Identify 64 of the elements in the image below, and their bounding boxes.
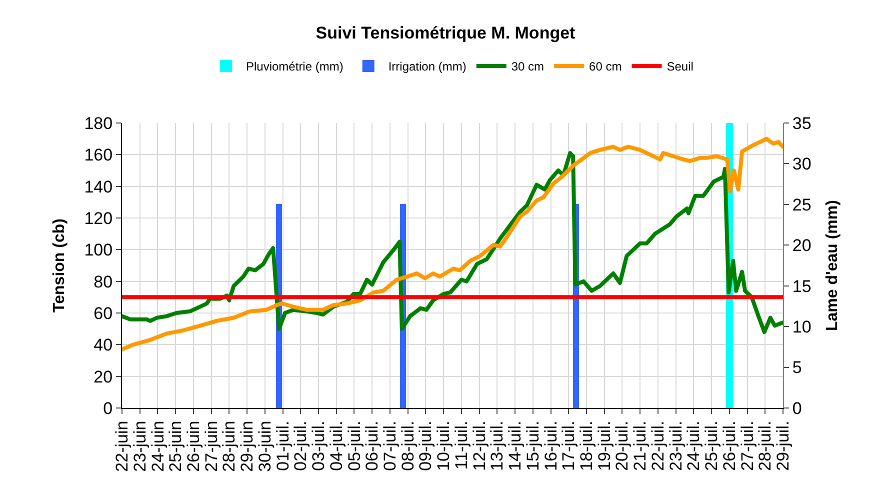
- x-tick-label: 21-juil.: [630, 420, 650, 471]
- x-tick-label: 03-juil.: [309, 420, 328, 471]
- x-tick-label: 22-juin: [112, 420, 132, 472]
- y2-tick-label: 10: [792, 318, 812, 337]
- legend-label: Irrigation (mm): [388, 60, 466, 74]
- x-tick-label: 16-juil.: [541, 420, 560, 471]
- x-tick-label: 02-juil.: [291, 420, 310, 471]
- x-tick-label: 10-juil.: [434, 420, 454, 471]
- x-tick-label: 29-juin: [238, 420, 257, 472]
- x-tick-label: 28-juil.: [756, 420, 775, 471]
- x-tick-label: 30-juin: [255, 420, 274, 472]
- y-tick-label: 120: [84, 208, 113, 228]
- x-tick-label: 08-juil.: [398, 420, 418, 471]
- x-tick-label: 25-juil.: [702, 420, 722, 471]
- y2-tick-label: 5: [792, 358, 802, 378]
- legend-label: 30 cm: [511, 60, 544, 74]
- x-tick-label: 04-juil.: [326, 420, 346, 471]
- x-tick-label: 27-juin: [202, 420, 221, 472]
- y-tick-label: 80: [94, 272, 113, 292]
- legend-label: Pluviométrie (mm): [246, 60, 344, 74]
- x-tick-label: 18-juil.: [577, 420, 596, 471]
- x-tick-label: 24-juin: [148, 420, 168, 472]
- legend-label: 60 cm: [589, 60, 622, 74]
- x-tick-label: 06-juil.: [362, 420, 382, 471]
- y2-tick-label: 20: [792, 236, 812, 256]
- chart-title: Suivi Tensiométrique M. Monget: [316, 24, 576, 43]
- x-tick-label: 27-juil.: [738, 420, 757, 471]
- x-tick-label: 29-juil.: [774, 420, 793, 471]
- y-tick-label: 140: [84, 177, 113, 196]
- y-tick-label: 60: [94, 304, 113, 323]
- y2-tick-label: 35: [792, 114, 812, 133]
- x-tick-label: 22-juil.: [648, 420, 668, 471]
- x-tick-label: 17-juil.: [559, 420, 578, 471]
- x-tick-label: 26-juil.: [720, 420, 739, 471]
- x-tick-label: 24-juil.: [684, 420, 704, 471]
- y2-tick-label: 0: [792, 398, 802, 418]
- x-tick-label: 07-juil.: [380, 420, 400, 471]
- y2-tick-label: 25: [792, 195, 812, 214]
- y-axis-title: Tension (cb): [51, 218, 68, 312]
- y-tick-label: 180: [84, 114, 113, 133]
- y2-axis-title: Lame d'eau (mm): [824, 200, 842, 331]
- x-tick-label: 09-juil.: [416, 420, 436, 471]
- x-tick-label: 01-juil.: [273, 420, 292, 471]
- x-tick-label: 12-juil.: [470, 420, 489, 471]
- x-tick-label: 15-juil.: [523, 420, 542, 471]
- y-tick-label: 40: [94, 336, 113, 355]
- x-tick-label: 23-juin: [130, 420, 150, 472]
- x-tick-label: 13-juil.: [488, 420, 507, 471]
- x-tick-label: 28-juin: [220, 420, 239, 472]
- x-tick-label: 11-juil.: [452, 420, 471, 470]
- y2-tick-label: 30: [792, 154, 812, 174]
- y-tick-label: 0: [103, 398, 113, 418]
- y-tick-label: 100: [84, 240, 113, 260]
- x-tick-label: 19-juil.: [594, 420, 614, 471]
- y-tick-label: 20: [94, 367, 113, 386]
- legend-label: Seuil: [666, 60, 694, 74]
- y2-tick-label: 15: [792, 276, 812, 296]
- x-tick-label: 25-juin: [166, 420, 186, 472]
- y-tick-label: 160: [84, 146, 113, 165]
- x-tick-label: 26-juin: [184, 420, 203, 472]
- x-tick-label: 23-juil.: [666, 420, 686, 471]
- x-tick-label: 20-juil.: [612, 420, 632, 471]
- x-tick-label: 14-juil.: [506, 420, 525, 471]
- x-tick-label: 05-juil.: [344, 420, 364, 471]
